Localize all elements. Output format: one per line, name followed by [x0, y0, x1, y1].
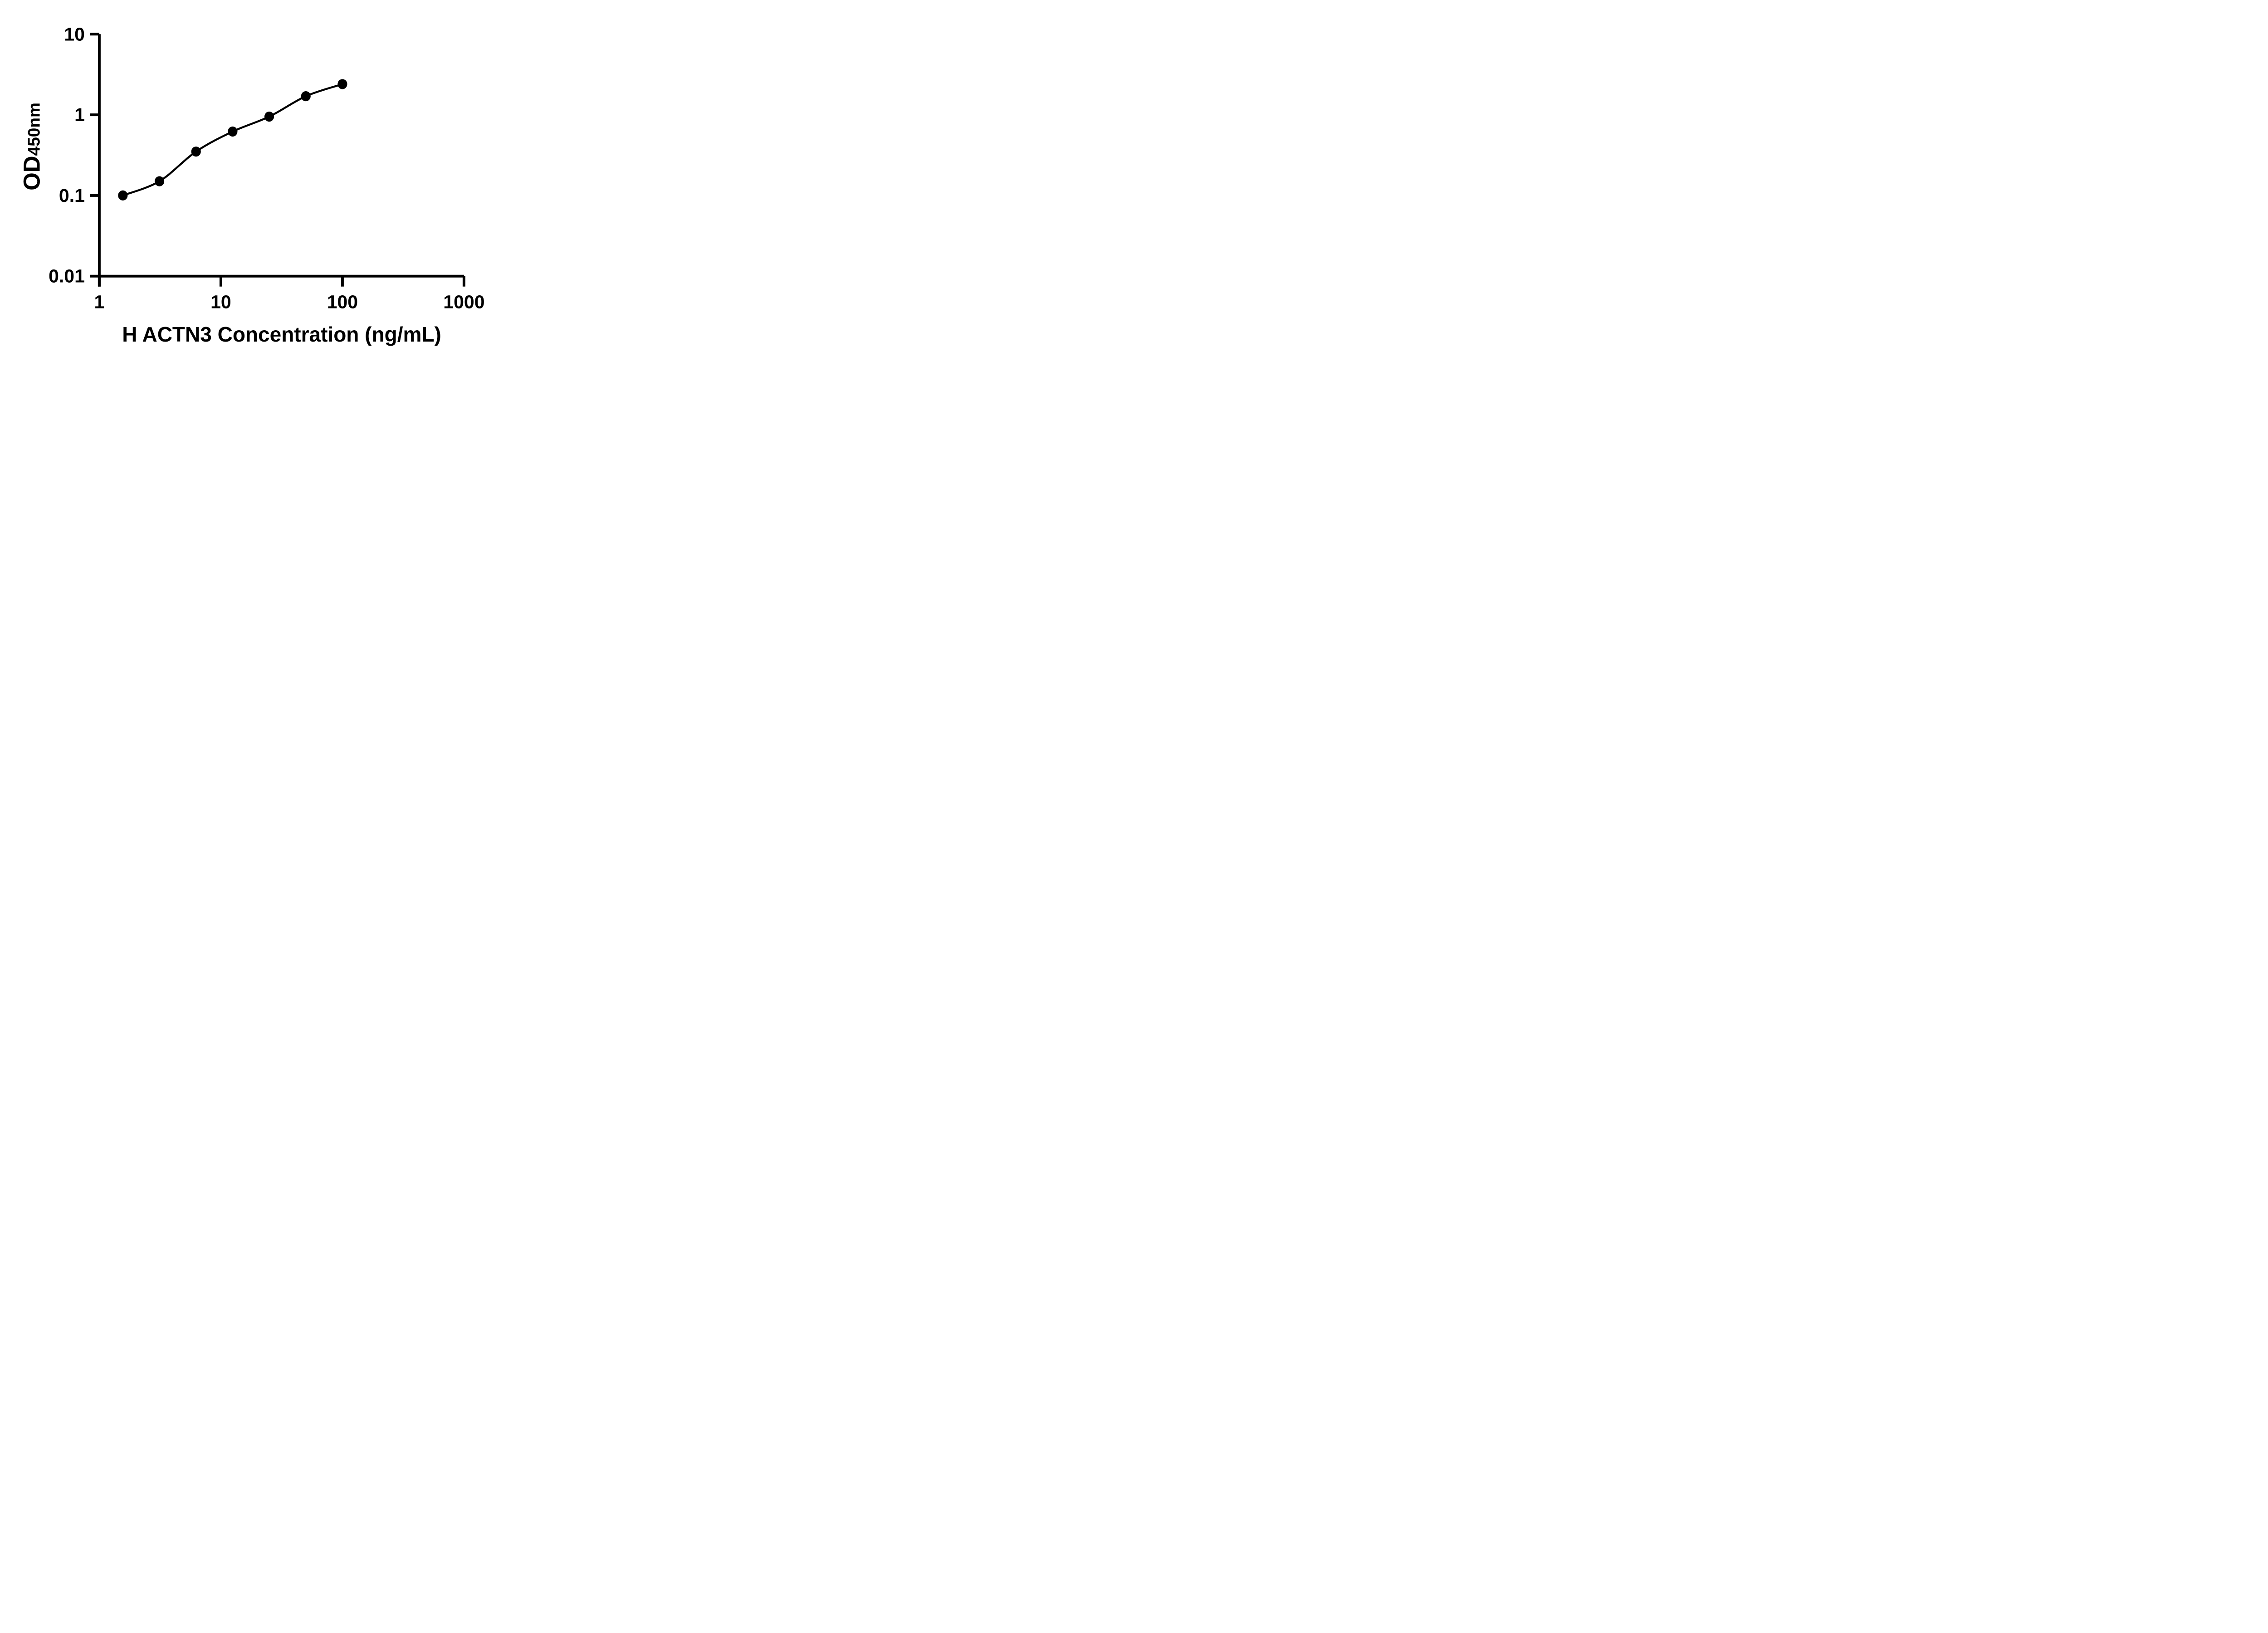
y-tick-label: 0.01	[49, 266, 85, 287]
y-axis-title-main: OD	[19, 156, 45, 191]
x-tick-label: 100	[327, 291, 358, 312]
data-point	[301, 91, 311, 102]
y-axis-title-subscript: 450nm	[24, 103, 44, 156]
data-point	[154, 176, 165, 186]
data-point	[264, 111, 274, 122]
y-tick-label: 1	[74, 104, 85, 125]
elisa-standard-curve-figure: 10 1 0.1 0.01 1 10 100 1000 OD450nm H ACTN3 Con…	[0, 0, 517, 363]
x-tick-label: 10	[210, 291, 231, 312]
y-axis-title: OD450nm	[19, 103, 45, 191]
y-tick-label: 0.1	[59, 185, 85, 206]
data-point	[191, 147, 201, 157]
data-point	[337, 79, 347, 89]
data-point	[118, 190, 128, 200]
y-tick-label: 10	[64, 24, 85, 44]
plot-svg: 10 1 0.1 0.01 1 10 100 1000	[49, 24, 484, 312]
x-tick-label: 1	[94, 291, 104, 312]
data-point	[228, 126, 238, 137]
x-tick-label: 1000	[443, 291, 484, 312]
x-axis-title: H ACTN3 Concentration (ng/mL)	[122, 323, 441, 346]
